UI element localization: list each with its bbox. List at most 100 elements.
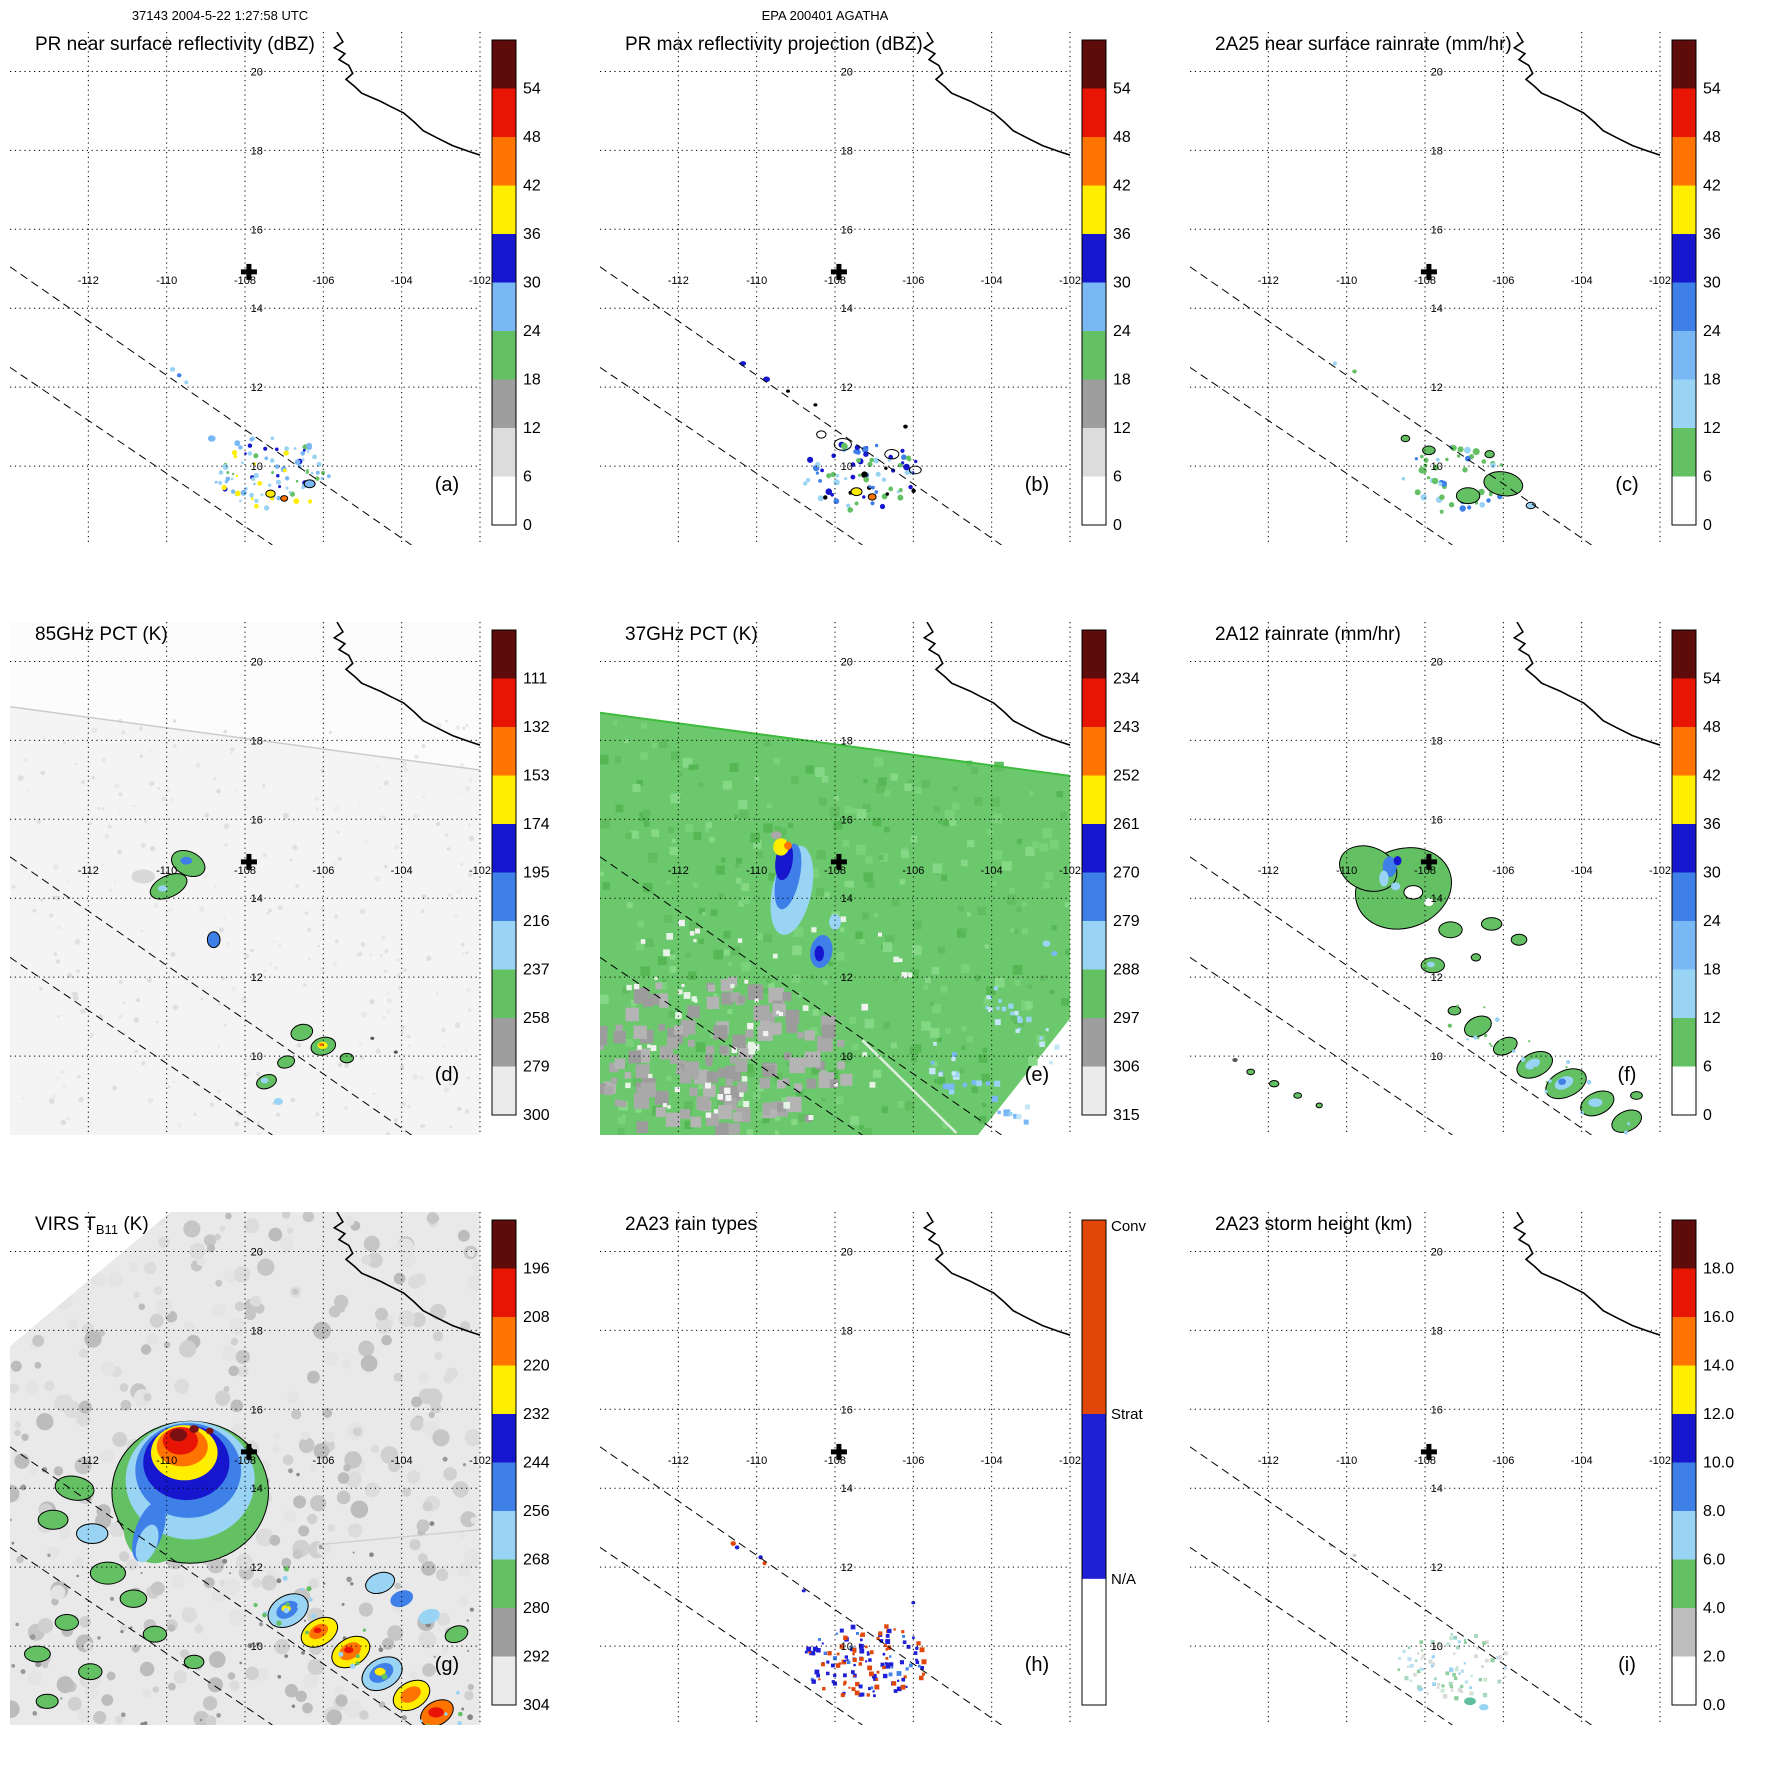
colorbar-tick-label: 48 [1703,719,1721,736]
colorbar-tick-label: 261 [1113,816,1140,833]
panel-letter: (e) [1025,1064,1049,1086]
lon-tick-label: -110 [746,275,767,287]
lon-tick-label: -102 [469,865,491,877]
colorbar-tick-label: 208 [523,1309,550,1326]
swath-edge-line [1190,1446,1592,1725]
graticule [10,1212,481,1725]
lon-tick-label: -102 [1059,865,1081,877]
lat-tick-label: 12 [251,972,263,984]
colorbar: 54 48 42 36 30 24 18 12 6 0 [491,39,541,534]
lon-tick-label: -112 [1258,865,1279,877]
colorbar-tick-label: 6.0 [1703,1552,1725,1569]
lat-tick-label: 14 [251,1483,263,1495]
lon-tick-label: -102 [1059,275,1081,287]
lat-tick-label: 10 [251,1641,263,1653]
tick-labels: -112 -110 -108 -106 -104 -102 10 12 14 16 18 20 [78,66,491,473]
lat-tick-label: 16 [251,814,263,826]
lon-tick-label: -110 [156,1455,177,1467]
colorbar-tick-label: 36 [1703,816,1721,833]
lon-tick-label: -102 [1649,275,1671,287]
colorbar-tick-label: 174 [523,816,550,833]
colorbar-tick-label: 6 [523,469,532,486]
swath-edge-line [10,266,412,545]
data-layers [10,622,480,1135]
colorbar-tick-label: 30 [523,275,541,292]
colorbar-tick-label: 42 [1113,178,1131,195]
lon-tick-label: -104 [391,275,413,287]
swath-edge-line [10,956,273,1135]
data-layers [169,367,331,511]
tick-labels: -112 -110 -108 -106 -104 -102 10 12 14 16 18 20 [1258,1246,1671,1653]
colorbar-tick-label: 30 [1703,275,1721,292]
lon-tick-label: -104 [981,275,1003,287]
lat-tick-label: 16 [1431,814,1443,826]
lat-tick-label: 16 [841,224,853,236]
colorbar-tick-label: 0 [1703,1107,1712,1124]
tick-labels: -112 -110 -108 -106 -104 -102 10 12 14 16 18 20 [1258,656,1671,1063]
colorbar-tick-label: 42 [1703,178,1721,195]
lat-tick-label: 10 [841,1051,853,1063]
colorbar-tick-label: 54 [1113,81,1131,98]
annotations [10,1212,480,1725]
panel-b: -112 -110 -108 -106 -104 -102 10 12 14 16 18 20 PR m… [590,0,1180,590]
panel-title: VIRS TB11 (K) [35,1214,149,1237]
colorbar-tick-label: 16.0 [1703,1309,1734,1326]
data-layers [1329,1543,1508,1711]
colorbar-tick-label: 42 [523,178,541,195]
colorbar-tick-label: 8.0 [1703,1503,1725,1520]
graticule [600,622,1071,1135]
lat-tick-label: 10 [251,1051,263,1063]
lat-tick-label: 18 [841,145,853,157]
colorbar-tick-label: 258 [523,1010,550,1027]
colorbar-tick-label: 4.0 [1703,1600,1725,1617]
colorbar-tick-label: 244 [523,1455,550,1472]
swath-edge-line [600,1546,863,1725]
lat-tick-label: 16 [841,1404,853,1416]
swath-edge-line [10,1546,273,1725]
data-layers [10,1212,480,1725]
panel-letter: (b) [1025,474,1049,496]
panel-title: 2A12 rainrate (mm/hr) [1215,624,1401,645]
colorbar-tick-label: 195 [523,865,550,882]
colorbar-category-label: N/A [1111,1571,1136,1588]
colorbar-tick-label: 48 [1113,129,1131,146]
lat-tick-label: 14 [841,303,853,315]
lon-tick-label: -108 [234,865,256,877]
panel-title: 2A23 rain types [625,1214,757,1235]
colorbar-tick-label: 24 [523,323,541,340]
colorbar-tick-label: 24 [1703,323,1721,340]
lon-tick-label: -106 [312,1455,334,1467]
colorbar-tick-label: 6 [1113,469,1122,486]
colorbar-tick-label: 292 [523,1649,550,1666]
lat-tick-label: 20 [1431,1246,1443,1258]
tick-labels: -112 -110 -108 -106 -104 -102 10 12 14 16 18 20 [668,66,1081,473]
lat-tick-label: 18 [1431,1325,1443,1337]
coastline [332,1212,480,1336]
data-layers [730,1541,927,1698]
lat-tick-label: 12 [841,1562,853,1574]
annotations [600,32,1070,545]
lat-tick-label: 14 [841,893,853,905]
lat-tick-label: 18 [1431,145,1443,157]
colorbar-category-label: Conv [1111,1218,1147,1235]
lon-tick-label: -106 [1492,1455,1514,1467]
panel-g: -112 -110 -108 -106 -104 -102 10 12 14 16 18 20 VIRS… [0,1180,590,1770]
coastline [332,622,480,746]
panel-f-svg: -112 -110 -108 -106 -104 -102 10 12 14 16 18 20 2A12… [1190,622,1721,1135]
panel-a: -112 -110 -108 -106 -104 -102 10 12 14 16 18 20 PR n… [0,0,590,590]
graticule [1190,622,1661,1135]
lat-tick-label: 16 [1431,1404,1443,1416]
lon-tick-label: -108 [1414,1455,1436,1467]
panel-letter: (g) [435,1654,459,1676]
swath-edge-line [1190,856,1592,1135]
lon-tick-label: -110 [156,275,177,287]
panel-i-svg: -112 -110 -108 -106 -104 -102 10 12 14 16 18 20 2A23… [1190,1212,1734,1725]
lat-tick-label: 18 [251,735,263,747]
lon-tick-label: -102 [1649,1455,1671,1467]
panel-letter: (i) [1618,1654,1636,1676]
lat-tick-label: 10 [1431,1641,1443,1653]
annotations [1190,32,1660,545]
colorbar-tick-label: 268 [523,1552,550,1569]
colorbar-tick-label: 270 [1113,865,1140,882]
lon-tick-label: -112 [78,1455,99,1467]
